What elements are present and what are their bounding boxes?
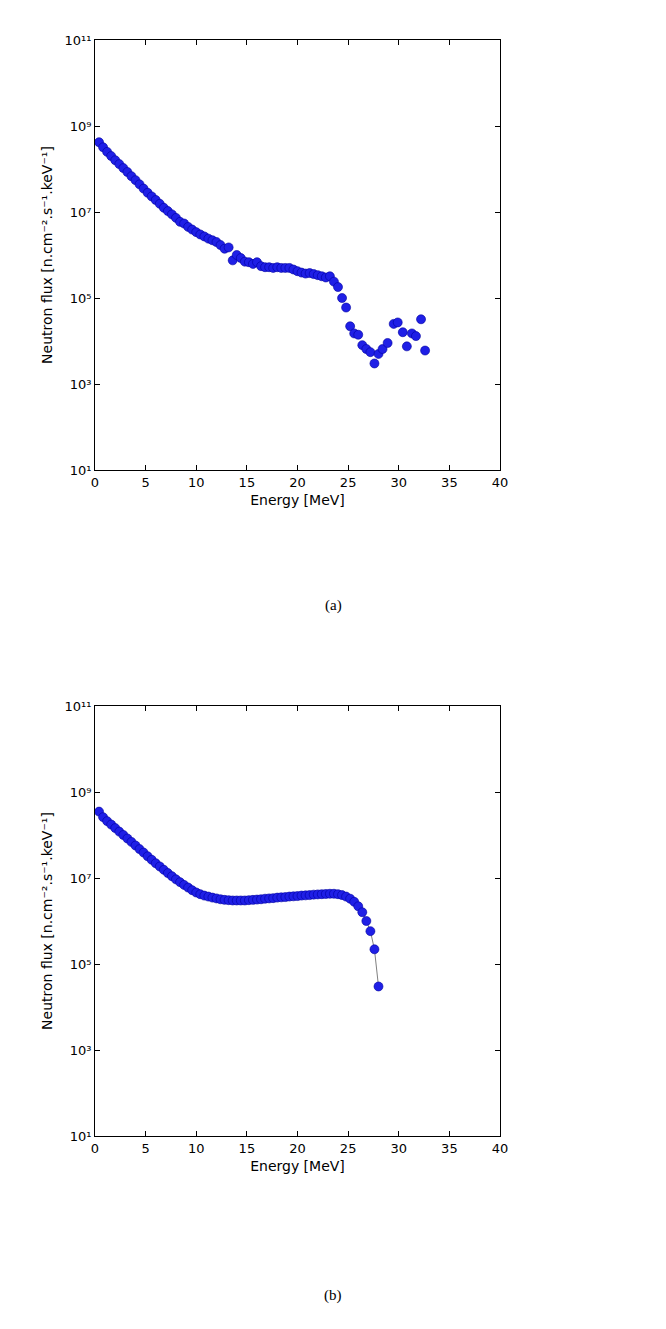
svg-text:40: 40 [492,1141,509,1156]
svg-text:10⁹: 10⁹ [70,119,92,134]
svg-text:10⁷: 10⁷ [70,205,92,220]
svg-text:20: 20 [289,1141,306,1156]
svg-text:Energy [MeV]: Energy [MeV] [250,1158,345,1174]
svg-text:25: 25 [340,475,357,490]
svg-text:35: 35 [441,475,458,490]
svg-text:10: 10 [188,1141,205,1156]
svg-text:0: 0 [91,1141,99,1156]
svg-text:20: 20 [289,475,306,490]
svg-text:10¹¹: 10¹¹ [64,699,91,714]
svg-text:15: 15 [239,1141,256,1156]
svg-text:5: 5 [141,475,149,490]
svg-text:10³: 10³ [70,1043,92,1058]
svg-text:10⁹: 10⁹ [70,785,92,800]
svg-text:(a): (a) [325,597,342,614]
svg-text:10¹: 10¹ [70,1129,92,1144]
svg-text:10¹: 10¹ [70,463,92,478]
svg-text:40: 40 [492,475,509,490]
svg-text:35: 35 [441,1141,458,1156]
svg-text:30: 30 [390,1141,407,1156]
svg-text:25: 25 [340,1141,357,1156]
svg-text:10³: 10³ [70,377,92,392]
svg-text:Neutron flux [n.cm⁻².s⁻¹.keV⁻¹: Neutron flux [n.cm⁻².s⁻¹.keV⁻¹] [39,146,55,364]
svg-text:10⁵: 10⁵ [70,291,92,306]
svg-text:10¹¹: 10¹¹ [64,33,91,48]
svg-text:30: 30 [390,475,407,490]
svg-text:Energy [MeV]: Energy [MeV] [250,492,345,508]
svg-text:(b): (b) [324,1287,342,1304]
svg-text:10⁷: 10⁷ [70,871,92,886]
svg-text:0: 0 [91,475,99,490]
svg-text:5: 5 [141,1141,149,1156]
svg-text:10: 10 [188,475,205,490]
svg-text:15: 15 [239,475,256,490]
svg-text:Neutron flux [n.cm⁻².s⁻¹.keV⁻¹: Neutron flux [n.cm⁻².s⁻¹.keV⁻¹] [39,812,55,1030]
svg-text:10⁵: 10⁵ [70,957,92,972]
